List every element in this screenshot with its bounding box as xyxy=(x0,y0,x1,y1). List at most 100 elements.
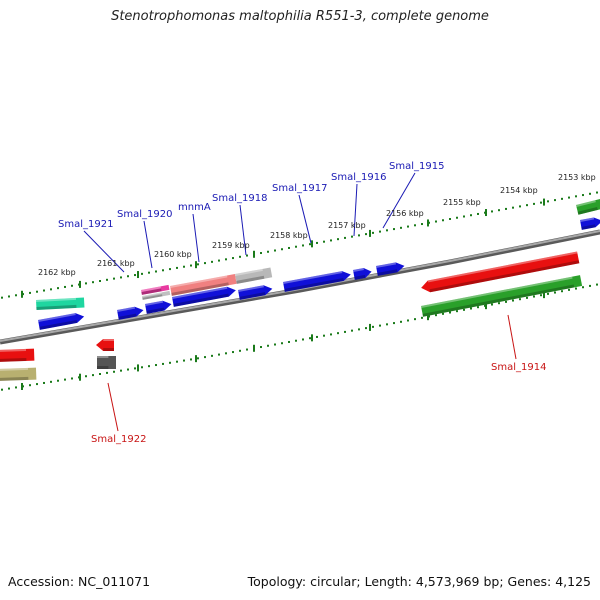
outer-dot xyxy=(113,277,115,280)
outer-dot xyxy=(547,200,549,203)
inner-dot xyxy=(260,346,262,349)
inner-dot xyxy=(386,323,388,326)
gene-gray-band-2-body xyxy=(235,267,273,284)
reverse-gene-1922 xyxy=(96,339,114,351)
gene-pink-shadow xyxy=(141,288,162,295)
inner-dot xyxy=(267,344,269,347)
inner-dot xyxy=(92,374,94,377)
outer-dot xyxy=(491,210,493,213)
outer-dot xyxy=(358,234,360,237)
inner-dot xyxy=(204,356,206,359)
callout-line xyxy=(192,213,200,263)
inner-dot xyxy=(323,334,325,337)
gene-pink-body xyxy=(141,284,170,295)
inner-major-tick xyxy=(195,355,197,363)
gene-label: Smal_1915 xyxy=(389,161,444,172)
gene-label: Smal_1916 xyxy=(331,172,386,183)
gene-green-long-shadow xyxy=(422,284,575,317)
tick-label: 2153 kbp xyxy=(558,173,596,182)
forward-gene-0-shine xyxy=(117,306,136,312)
forward-gene-6 xyxy=(376,262,405,276)
gene-olive-left xyxy=(0,367,37,381)
tick-label: 2161 kbp xyxy=(97,259,135,268)
forward-gene-8-body xyxy=(580,217,600,230)
gene-label: Smal_1917 xyxy=(272,183,327,194)
forward-gene-1-shine xyxy=(145,300,164,306)
topology-text: Topology: circular; Length: 4,573,969 bp… xyxy=(247,574,591,589)
outer-dot xyxy=(533,202,535,205)
outer-dot xyxy=(148,271,150,274)
forward-gene-3 xyxy=(238,285,273,300)
callout-line xyxy=(298,194,312,244)
inner-dot xyxy=(106,371,108,374)
outer-dot xyxy=(596,191,598,194)
outer-dot xyxy=(120,276,122,279)
inner-dot xyxy=(351,329,353,332)
outer-dot xyxy=(106,278,108,281)
reverse-gene-1914-body xyxy=(421,251,580,293)
forward-gene-6-body xyxy=(376,262,405,276)
forward-gene-5 xyxy=(353,268,372,280)
outer-dot xyxy=(85,282,87,285)
gene-label: Smal_1921 xyxy=(58,219,113,230)
outer-dot xyxy=(505,207,507,210)
gene-gray-small xyxy=(97,356,116,369)
inner-major-tick xyxy=(311,334,313,342)
outer-dot xyxy=(246,254,248,257)
inner-dot xyxy=(15,386,17,389)
outer-dot xyxy=(127,275,129,278)
outer-major-tick xyxy=(21,290,23,298)
gene-salmon-shine xyxy=(170,275,228,288)
outer-dot xyxy=(267,250,269,253)
outer-dot xyxy=(365,233,367,236)
inner-dot xyxy=(400,320,402,323)
outer-major-tick xyxy=(369,229,371,237)
outer-dot xyxy=(379,230,381,233)
inner-dot xyxy=(449,311,451,314)
reverse-gene-1914 xyxy=(421,251,580,293)
inner-dot xyxy=(533,295,535,298)
tick-label: 2156 kbp xyxy=(386,209,424,218)
inner-dot xyxy=(421,316,423,319)
callout-line xyxy=(239,204,247,256)
inner-dot xyxy=(547,292,549,295)
inner-dot xyxy=(519,298,521,301)
inner-dot xyxy=(512,299,514,302)
inner-dot xyxy=(295,339,297,342)
inner-dot xyxy=(127,368,129,371)
feature-track xyxy=(0,198,600,381)
outer-dot xyxy=(176,266,178,269)
outer-dot xyxy=(197,263,199,266)
callout-line xyxy=(143,220,153,269)
outer-dot xyxy=(295,245,297,248)
gene-salmon-body xyxy=(170,273,237,296)
reverse-gene-1914-shine xyxy=(427,251,578,283)
inner-dot xyxy=(8,387,10,390)
forward-gene-2 xyxy=(172,286,236,307)
inner-dot xyxy=(246,348,248,351)
outer-dot xyxy=(372,231,374,234)
outer-dot xyxy=(57,287,59,290)
map-title: Stenotrophomonas maltophilia R551-3, com… xyxy=(111,9,489,24)
outer-dot xyxy=(29,291,31,294)
outer-major-tick xyxy=(485,209,487,217)
inner-dot xyxy=(414,318,416,321)
reverse-gene-1922-body xyxy=(96,339,114,351)
outer-dot xyxy=(561,197,563,200)
outer-dot xyxy=(274,249,276,252)
inner-dot xyxy=(134,367,136,370)
inner-dot xyxy=(85,375,87,378)
gene-salmon-shadow xyxy=(171,282,229,296)
outer-dot xyxy=(589,192,591,195)
inner-dot xyxy=(71,377,73,380)
forward-gene-5-shine xyxy=(353,268,364,272)
reverse-gene-left-shine xyxy=(0,348,27,352)
gene-label: Smal_1918 xyxy=(212,193,267,204)
outer-dot xyxy=(477,212,479,215)
inner-dot xyxy=(309,337,311,340)
inner-dot xyxy=(407,319,409,322)
reverse-gene-1922-shadow xyxy=(103,348,114,351)
outer-major-tick xyxy=(253,250,255,258)
inner-dot xyxy=(568,288,570,291)
